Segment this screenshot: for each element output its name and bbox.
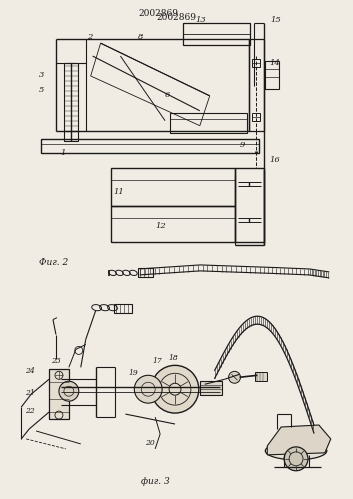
Text: 2002869: 2002869 — [156, 13, 196, 22]
Text: 14: 14 — [269, 59, 280, 67]
Bar — [64, 63, 78, 131]
Bar — [110, 169, 234, 206]
Text: 6: 6 — [165, 91, 170, 99]
Text: 17: 17 — [152, 357, 162, 365]
Bar — [252, 59, 260, 67]
Text: 23: 23 — [51, 357, 61, 365]
Text: 12: 12 — [155, 222, 166, 230]
Circle shape — [229, 371, 240, 383]
Text: 18: 18 — [168, 354, 178, 362]
Polygon shape — [267, 425, 331, 455]
Text: 24: 24 — [25, 367, 35, 375]
Text: 1: 1 — [61, 149, 66, 157]
Text: фиг. 3: фиг. 3 — [141, 477, 169, 486]
Bar — [200, 381, 222, 395]
Bar — [250, 39, 264, 131]
Bar — [110, 206, 234, 242]
Text: 5: 5 — [39, 86, 44, 94]
Text: 21: 21 — [25, 389, 35, 397]
Text: 13: 13 — [196, 16, 207, 24]
Bar — [170, 113, 247, 133]
Circle shape — [151, 365, 199, 413]
Text: 22: 22 — [25, 407, 35, 415]
Bar — [41, 139, 259, 153]
Text: 15: 15 — [270, 16, 281, 24]
Text: 20: 20 — [145, 439, 155, 447]
Bar — [252, 113, 260, 121]
Bar — [64, 131, 78, 141]
Text: 9: 9 — [239, 141, 245, 149]
Text: 16: 16 — [269, 156, 280, 164]
Circle shape — [59, 381, 79, 401]
Text: 11: 11 — [114, 188, 124, 196]
Text: 19: 19 — [128, 369, 138, 377]
Bar — [49, 369, 69, 419]
Text: 2002869: 2002869 — [138, 9, 178, 18]
Bar — [265, 61, 279, 89]
Bar — [255, 372, 267, 381]
Circle shape — [284, 447, 308, 471]
Text: 8: 8 — [138, 33, 144, 41]
Text: Фиг. 2: Фиг. 2 — [39, 258, 68, 267]
Bar — [183, 23, 250, 45]
Bar — [114, 304, 132, 313]
Bar — [138, 268, 153, 277]
Circle shape — [134, 375, 162, 403]
Ellipse shape — [265, 442, 327, 460]
Bar — [234, 169, 264, 242]
Text: 2: 2 — [87, 33, 92, 41]
Text: 3: 3 — [39, 71, 44, 79]
